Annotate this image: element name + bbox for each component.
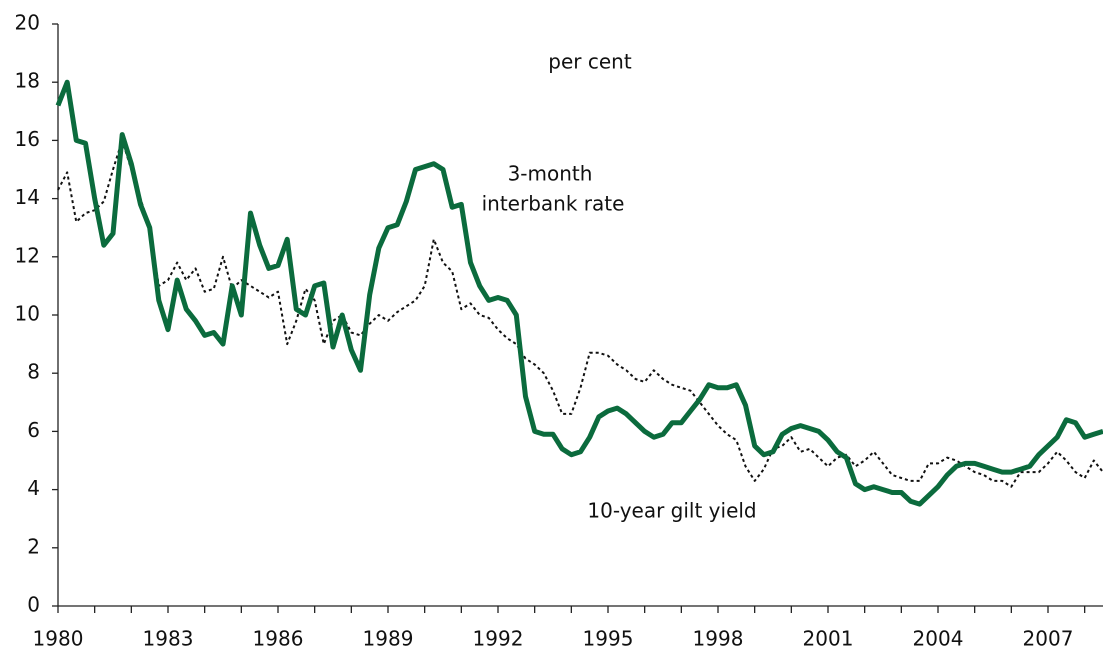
- annotation: 10-year gilt yield: [587, 499, 756, 523]
- y-tick-label: 8: [27, 360, 40, 384]
- x-tick-label: 2004: [913, 627, 964, 651]
- y-tick-label: 6: [27, 418, 40, 442]
- y-tick-label: 20: [15, 11, 40, 35]
- annotation: per cent: [548, 50, 632, 74]
- y-tick-label: 12: [15, 243, 40, 267]
- y-tick-label: 18: [15, 69, 40, 93]
- y-tick-label: 16: [15, 127, 40, 151]
- x-tick-label: 1998: [693, 627, 744, 651]
- x-tick-label: 2001: [803, 627, 854, 651]
- x-tick-label: 1980: [33, 627, 84, 651]
- y-tick-label: 14: [15, 185, 40, 209]
- y-tick-label: 4: [27, 476, 40, 500]
- x-tick-label: 2007: [1023, 627, 1074, 651]
- x-tick-label: 1992: [473, 627, 524, 651]
- y-tick-label: 0: [27, 593, 40, 617]
- y-tick-label: 10: [15, 302, 40, 326]
- y-tick-label: 2: [27, 534, 40, 558]
- x-tick-label: 1986: [253, 627, 304, 651]
- annotation: 3-month: [508, 162, 593, 186]
- series-line: [55, 79, 1103, 507]
- annotation: interbank rate: [482, 192, 625, 216]
- x-tick-label: 1995: [583, 627, 634, 651]
- x-tick-label: 1983: [143, 627, 194, 651]
- x-tick-label: 1989: [363, 627, 414, 651]
